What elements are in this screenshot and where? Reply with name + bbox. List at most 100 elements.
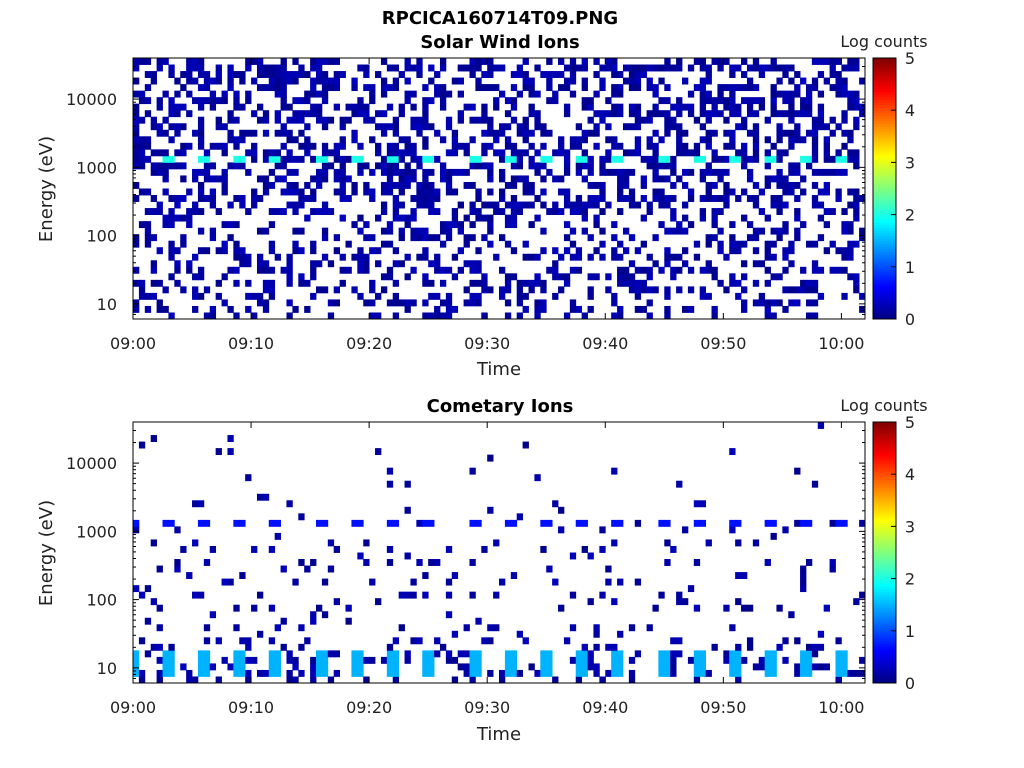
- heatmap-cell: [380, 110, 388, 118]
- heatmap-cell: [711, 273, 718, 281]
- heatmap-cell: [410, 266, 417, 274]
- heatmap-cell: [599, 253, 606, 261]
- heatmap-cell: [156, 123, 163, 131]
- cometary-plot-frame: [132, 421, 866, 684]
- heatmap-cell: [581, 312, 588, 320]
- heatmap-cell: [321, 227, 329, 235]
- heatmap-cell: [611, 64, 618, 72]
- colorbar-segment: [873, 94, 896, 98]
- heatmap-cell: [699, 286, 707, 294]
- heatmap-cell: [587, 195, 594, 202]
- heatmap-cell: [658, 136, 665, 144]
- heatmap-cell: [705, 90, 712, 98]
- heatmap-cell: [770, 90, 777, 98]
- heatmap-cell: [829, 116, 836, 124]
- heatmap-cell: [705, 136, 712, 144]
- colorbar-tick-label: 5: [905, 49, 915, 68]
- heatmap-cell: [298, 195, 305, 202]
- heatmap-cell: [770, 110, 777, 118]
- heatmap-cell: [652, 260, 659, 268]
- heatmap-cell: [150, 292, 158, 300]
- heatmap-cell: [794, 71, 801, 78]
- heatmap-cell: [451, 77, 459, 85]
- heatmap-cell: [203, 637, 211, 645]
- heatmap-cell: [593, 221, 600, 229]
- solar-wind-x-ticks: 09:00 09:10 09:20 09:30 09:40 09:50 10:00: [110, 58, 864, 353]
- heatmap-cell: [138, 97, 146, 105]
- colorbar-segment: [873, 282, 896, 286]
- heatmap-cell: [569, 136, 577, 144]
- heatmap-cell: [168, 656, 175, 664]
- heatmap-cell: [422, 142, 429, 150]
- heatmap-cell: [611, 292, 618, 300]
- heatmap-cell: [316, 103, 323, 111]
- heatmap-cell: [469, 234, 476, 242]
- heatmap-cell: [451, 149, 459, 157]
- heatmap-cell: [321, 234, 329, 242]
- heatmap-cell: [304, 565, 311, 573]
- heatmap-cell: [398, 214, 405, 222]
- heatmap-cell: [646, 624, 653, 632]
- heatmap-cell: [599, 227, 606, 235]
- heatmap-cell: [197, 129, 205, 137]
- heatmap-cell: [416, 234, 423, 242]
- heatmap-cell: [646, 253, 653, 261]
- heatmap-cell: [823, 155, 830, 163]
- heatmap-cell: [528, 201, 535, 209]
- heatmap-cell: [422, 591, 429, 599]
- heatmap-cell: [563, 84, 571, 92]
- heatmap-cell: [481, 286, 488, 294]
- colorbar-segment: [873, 99, 896, 103]
- heatmap-cell: [475, 58, 482, 65]
- heatmap-cell: [292, 208, 299, 215]
- heatmap-cell: [434, 71, 441, 78]
- heatmap-cell: [392, 155, 400, 163]
- heatmap-cell: [658, 188, 665, 196]
- heatmap-cell: [676, 253, 683, 261]
- heatmap-cell: [262, 129, 270, 137]
- heatmap-cell: [817, 630, 825, 638]
- heatmap-cell: [233, 253, 240, 261]
- heatmap-cell: [853, 103, 860, 111]
- heatmap-cell: [245, 97, 252, 105]
- heatmap-cell: [729, 669, 736, 677]
- heatmap-cell: [392, 656, 400, 664]
- heatmap-cell: [652, 234, 659, 242]
- heatmap-cell: [150, 77, 158, 85]
- colorbar-segment: [873, 578, 896, 582]
- heatmap-cell: [345, 604, 352, 612]
- heatmap-cell: [735, 64, 742, 72]
- heatmap-cell: [534, 64, 541, 72]
- heatmap-cell: [528, 181, 535, 189]
- heatmap-cell: [546, 58, 553, 65]
- heatmap-cell: [676, 97, 683, 105]
- heatmap-cell: [363, 234, 370, 242]
- colorbar-segment: [873, 60, 896, 64]
- heatmap-cell: [676, 480, 683, 488]
- heatmap-cell: [434, 208, 441, 215]
- heatmap-cell: [197, 656, 205, 664]
- heatmap-cell: [617, 84, 624, 92]
- heatmap-cell: [469, 467, 476, 475]
- y-tick-label: 1000: [76, 158, 117, 177]
- heatmap-cell: [699, 214, 707, 222]
- heatmap-cell: [221, 188, 228, 196]
- heatmap-cell: [239, 650, 246, 658]
- heatmap-cell: [611, 253, 618, 261]
- heatmap-cell: [298, 559, 305, 566]
- heatmap-cell: [817, 422, 825, 429]
- heatmap-cell: [575, 195, 583, 202]
- heatmap-cell: [788, 142, 795, 150]
- heatmap-cell: [776, 123, 783, 131]
- heatmap-cell: [687, 585, 695, 593]
- heatmap-cell: [770, 201, 777, 209]
- heatmap-cell: [310, 676, 317, 684]
- heatmap-cell: [357, 552, 364, 560]
- heatmap-cell: [310, 142, 317, 150]
- cometary-title: Cometary Ions: [427, 396, 574, 417]
- heatmap-cell: [552, 273, 559, 281]
- heatmap-cell: [298, 201, 305, 209]
- heatmap-cell: [227, 663, 234, 671]
- heatmap-cell: [156, 299, 163, 307]
